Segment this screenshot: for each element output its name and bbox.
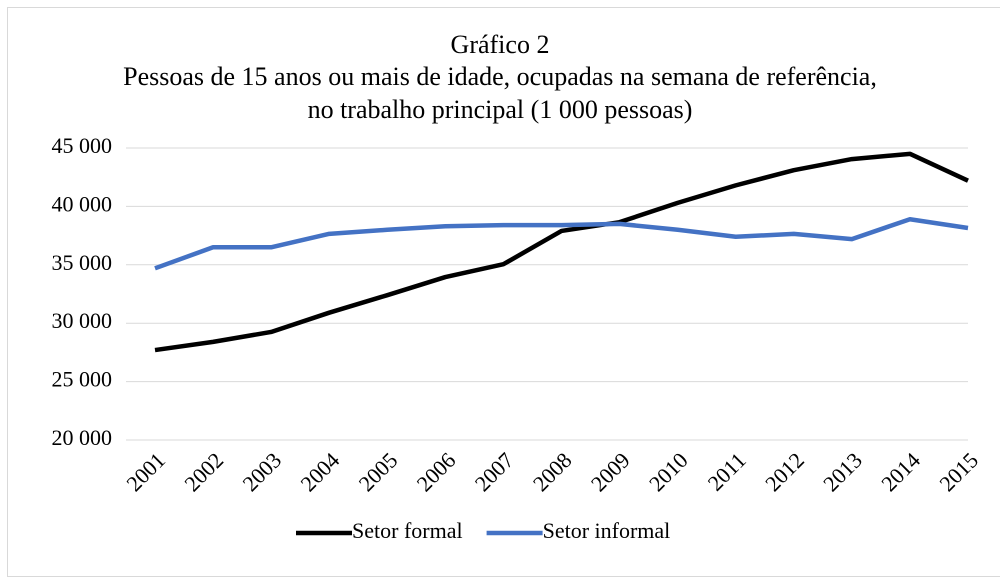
x-tick-label: 2003 [237,447,286,496]
x-tick-label: 2009 [586,447,635,496]
data-line [154,216,969,271]
x-tick-label: 2006 [412,447,461,496]
x-tick-label: 2005 [354,447,403,496]
x-tick-label: 2007 [470,447,519,496]
x-tick-label: 2004 [296,447,345,496]
y-tick-label: 30 000 [52,308,113,333]
y-tick-label: 35 000 [52,250,113,275]
x-tick-label: 2013 [818,447,867,496]
legend-label: Setor informal [543,518,671,543]
x-tick-label: 2002 [179,447,228,496]
x-tick-label: 2011 [703,447,751,495]
x-tick-label: 2012 [760,447,809,496]
data-line [154,151,969,353]
x-tick-label: 2001 [121,447,170,496]
chart-title: Gráfico 2 [450,30,550,59]
x-tick-label: 2014 [876,447,925,496]
legend-label: Setor formal [352,518,463,543]
y-tick-label: 45 000 [52,133,113,158]
y-tick-label: 20 000 [52,425,113,450]
x-tick-label: 2010 [644,447,693,496]
x-tick-label: 2015 [934,447,983,496]
y-tick-label: 25 000 [52,367,113,392]
chart-subtitle: Pessoas de 15 anos ou mais de idade, ocu… [123,62,877,124]
x-tick-label: 2008 [528,447,577,496]
y-tick-label: 40 000 [52,191,113,216]
